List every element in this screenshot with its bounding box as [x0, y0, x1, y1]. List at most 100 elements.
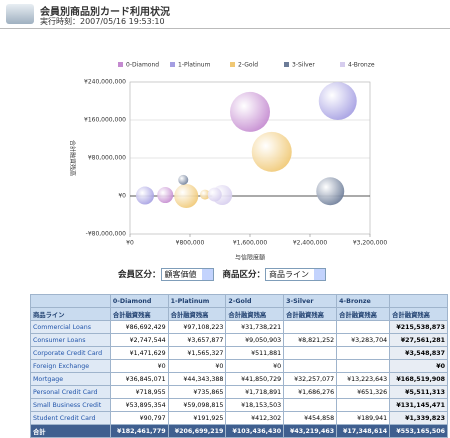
row-label: Small Business Credit: [30, 398, 111, 412]
cell: ¥735,865: [167, 385, 227, 399]
bubble: [136, 186, 154, 205]
subheader-cell: 合計融資残高: [389, 307, 448, 321]
title: 会員別商品別カード利用状況: [40, 7, 170, 18]
bubble: [230, 91, 270, 132]
cell: ¥553,165,506: [389, 424, 448, 438]
bubble: [316, 177, 345, 206]
table-row: Personal Credit Card ¥718,955 ¥735,865 ¥1,7…: [30, 385, 448, 399]
cell: ¥651,326: [336, 385, 391, 399]
row-label: Consumer Loans: [30, 333, 111, 347]
subheader-cell: 合計融資残高: [109, 307, 169, 321]
table-row: Foreign Exchange ¥0 ¥0 ¥0 ¥0: [30, 359, 448, 373]
bubble: [200, 189, 210, 200]
cell: ¥1,718,891: [225, 385, 285, 399]
product-select[interactable]: 商品ライン: [265, 268, 326, 281]
row-label: Mortgage: [30, 372, 111, 386]
data-table: 0-Diamond 1-Platinum 2-Gold 3-Silver 4-Bronz…: [30, 294, 448, 438]
subheader-cell: 合計融資残高: [167, 307, 227, 321]
header-row: 0-Diamond 1-Platinum 2-Gold 3-Silver 4-Bronz…: [30, 294, 448, 308]
cell: ¥31,738,221: [225, 320, 285, 334]
row-label: Student Credit Card: [30, 411, 111, 425]
cell: ¥0: [225, 359, 285, 373]
y-tick-label: ¥80,000,000: [88, 155, 126, 162]
cell: ¥17,348,614: [336, 424, 391, 438]
subheader-cell: 商品ライン: [30, 307, 111, 321]
x-tick-label: ¥3,200,000: [353, 240, 388, 247]
cell: ¥43,219,463: [283, 424, 338, 438]
cell: ¥90,797: [109, 411, 169, 425]
row-label: Personal Credit Card: [30, 385, 111, 399]
chart: -¥80,000,000 ¥0 ¥80,000,000 ¥160,000,000 ¥24…: [69, 62, 388, 262]
cell: ¥0: [167, 359, 227, 373]
cell: ¥412,302: [225, 411, 285, 425]
cell: ¥189,941: [336, 411, 391, 425]
legend-swatch: [230, 62, 235, 67]
bubble: [178, 174, 189, 185]
legend-swatch: [284, 62, 289, 67]
bubble: [251, 131, 292, 172]
cell: ¥59,098,815: [167, 398, 227, 412]
legend-label: 4-Bronze: [348, 62, 375, 69]
cell: ¥131,145,471: [389, 398, 448, 412]
cell: [283, 359, 338, 373]
table-row: Commercial Loans ¥86,692,429 ¥97,108,223 ¥3…: [30, 320, 448, 334]
cell: [336, 398, 391, 412]
cell: ¥13,223,643: [336, 372, 391, 386]
cell: ¥53,895,354: [109, 398, 169, 412]
cell: ¥1,471,629: [109, 346, 169, 360]
legend-label: 1-Platinum: [178, 62, 211, 69]
table-row: Consumer Loans ¥2,747,544 ¥3,657,877 ¥9,050…: [30, 333, 448, 347]
group-header: 2-Gold: [225, 294, 285, 308]
y-tick-label: -¥80,000,000: [86, 231, 127, 238]
cell: ¥1,686,276: [283, 385, 338, 399]
timestamp: 実行時刻：2007/05/16 19:53:10: [40, 17, 165, 26]
subheader-cell: 合計融資残高: [336, 307, 391, 321]
x-tick-label: ¥1,600,000: [233, 240, 268, 247]
cell: ¥32,257,077: [283, 372, 338, 386]
cell: [336, 359, 391, 373]
cell: ¥27,561,281: [389, 333, 448, 347]
table-row: Small Business Credit ¥53,895,354 ¥59,098,…: [30, 398, 448, 412]
cell: ¥191,925: [167, 411, 227, 425]
cell: ¥8,821,252: [283, 333, 338, 347]
legend-label: 3-Silver: [292, 62, 315, 69]
cell: ¥36,845,071: [109, 372, 169, 386]
y-tick-label: ¥0: [118, 193, 126, 200]
cell: ¥86,692,429: [109, 320, 169, 334]
cell: [283, 398, 338, 412]
cell: ¥5,511,313: [389, 385, 448, 399]
header-cell: [389, 294, 448, 308]
cell: ¥41,850,729: [225, 372, 285, 386]
cell: ¥0: [389, 359, 448, 373]
cell: [336, 346, 391, 360]
y-axis-title: 合計融資残高: [69, 140, 77, 176]
member-select[interactable]: 顧客価値: [160, 268, 214, 281]
cell: ¥718,955: [109, 385, 169, 399]
table-row: 合計 ¥182,461,779 ¥206,699,219 ¥103,436,430 ¥4…: [30, 424, 448, 438]
x-tick-label: ¥2,400,000: [293, 240, 328, 247]
legend-label: 2-Gold: [238, 62, 258, 69]
cell: [283, 346, 338, 360]
bubble: [207, 187, 222, 202]
group-header: 1-Platinum: [167, 294, 227, 308]
cell: ¥2,747,544: [109, 333, 169, 347]
table-row: Corporate Credit Card ¥1,471,629 ¥1,565,32…: [30, 346, 448, 360]
bubble: [157, 187, 174, 204]
row-label: 合計: [30, 424, 111, 438]
product-label: 商品区分：: [222, 270, 265, 280]
cell: ¥1,339,823: [389, 411, 448, 425]
controls: 会員区分： 顧客価値 商品区分： 商品ライン: [0, 268, 450, 281]
table-row: Mortgage ¥36,845,071 ¥44,343,388 ¥41,850,72…: [30, 372, 448, 386]
cell: ¥182,461,779: [109, 424, 169, 438]
subheader-row: 商品ライン 合計融資残高 合計融資残高 合計融資残高 合計融資残高 合計融資残高 合計融資残…: [30, 307, 448, 321]
cell: ¥168,519,908: [389, 372, 448, 386]
y-tick-label: ¥160,000,000: [84, 117, 126, 124]
cell: ¥18,153,503: [225, 398, 285, 412]
group-header: 4-Bronze: [336, 294, 391, 308]
x-tick-label: ¥800,000: [176, 240, 205, 247]
icon: [6, 4, 34, 24]
group-header: 0-Diamond: [109, 294, 169, 308]
subheader-cell: 合計融資残高: [225, 307, 285, 321]
cell: ¥1,565,327: [167, 346, 227, 360]
